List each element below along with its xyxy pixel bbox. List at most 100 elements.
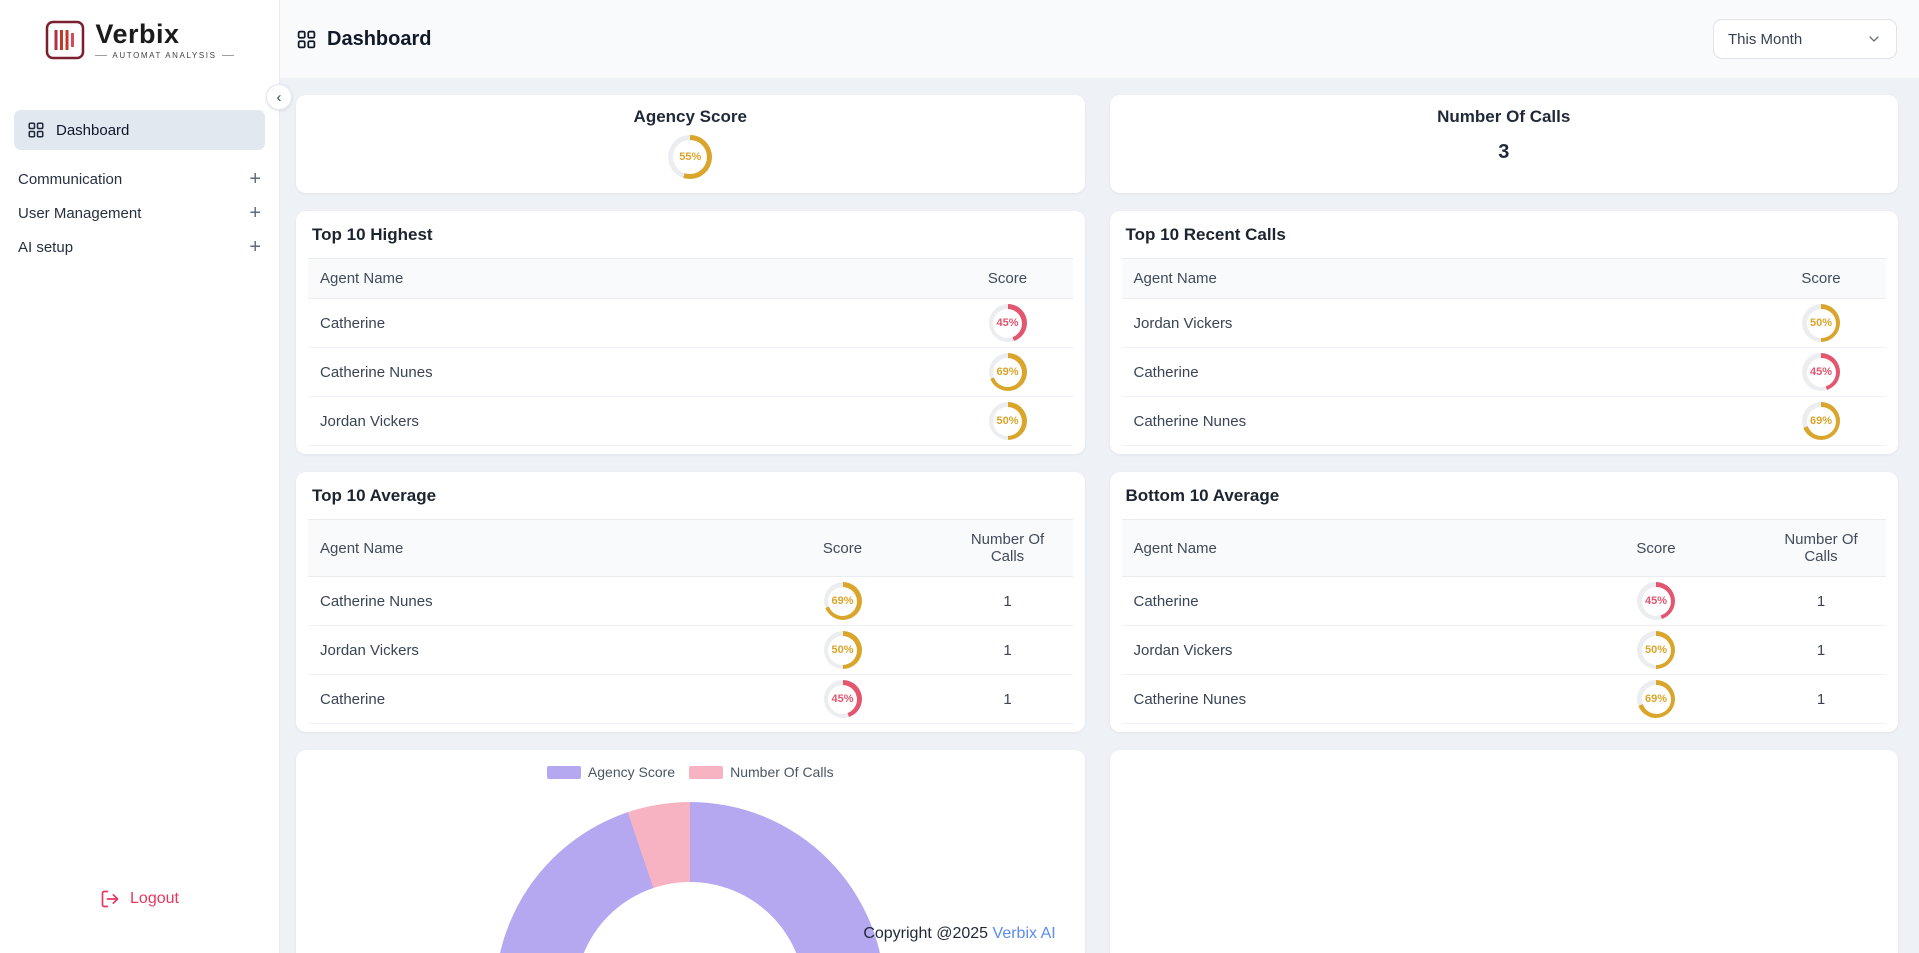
score-ring: 50% [823,631,862,669]
score-ring-value: 69% [1809,415,1833,427]
table-header-row: Agent Name Score [308,258,1073,299]
plus-icon[interactable]: + [249,168,261,190]
legend-swatch [546,765,581,779]
plus-icon[interactable]: + [249,202,261,224]
number-of-calls-value: 3 [1498,141,1510,163]
table-title: Top 10 Recent Calls [1125,225,1286,244]
score-ring-value: 45% [1809,366,1833,378]
score-ring-value: 50% [996,415,1019,427]
column-header-agent-name: Agent Name [308,519,743,577]
sidebar-item-label: Communication [18,170,123,188]
agent-name-cell: Jordan Vickers [1121,298,1756,348]
sidebar-item-dashboard[interactable]: Dashboard [14,110,265,150]
sidebar-item-user-management[interactable]: User Management + [0,196,279,230]
score-ring-value: 45% [1644,595,1668,607]
period-dropdown[interactable]: This Month [1713,19,1897,59]
agent-name-cell: Catherine Nunes [308,576,743,626]
bottom-10-average-table: Agent Name Score Number Of Calls Catheri… [1121,519,1886,724]
sidebar-item-label: Dashboard [56,121,130,139]
sidebar-item-ai-setup[interactable]: AI setup + [0,230,279,264]
top-10-average-table: Agent Name Score Number Of Calls Catheri… [308,519,1073,724]
top-10-recent-calls-card: Top 10 Recent Calls Agent Name Score Jor… [1109,211,1898,454]
top-10-highest-table: Agent Name Score Catherine 45% Catherine… [308,258,1073,446]
column-header-score: Score [742,519,943,577]
table-row: Jordan Vickers 50% [1121,298,1886,348]
sidebar-item-communication[interactable]: Communication + [0,162,279,196]
score-ring-value: 50% [1644,644,1668,656]
score-ring: 45% [823,680,862,718]
table-row: Jordan Vickers 50% 1 [308,625,1073,675]
agent-name-cell: Catherine [308,298,943,348]
grid-icon [297,30,316,48]
calls-cell: 1 [1756,625,1886,675]
calls-cell: 1 [942,674,1073,724]
verbix-ai-link[interactable]: Verbix AI [992,925,1056,942]
table-title: Top 10 Highest [312,225,433,244]
sidebar-nav: Dashboard Communication + User Managemen… [0,110,279,264]
chevron-down-icon [1869,36,1879,42]
table-title: Top 10 Average [312,486,437,505]
page-title: Dashboard [296,28,431,51]
score-ring: 69% [988,353,1027,391]
column-header-number-of-calls: Number Of Calls [942,519,1073,577]
topbar: Dashboard This Month [280,0,1919,78]
footer: Copyright @2025 Verbix AI [0,925,1919,943]
score-ring: 69% [1802,402,1840,440]
agent-name-cell: Catherine Nunes [1121,396,1756,446]
plus-icon[interactable]: + [249,236,261,258]
column-header-agent-name: Agent Name [1121,258,1756,299]
score-ring-value: 69% [1644,693,1668,705]
logout-button[interactable]: Logout [0,889,279,909]
table-row: Catherine 45% 1 [308,674,1073,724]
top-10-average-card: Top 10 Average Agent Name Score Number O… [296,472,1085,732]
score-ring-value: 69% [996,366,1019,378]
legend-label: Number Of Calls [730,764,834,780]
score-ring-value: 45% [831,693,854,705]
table-row: Catherine Nunes 69% [1121,396,1886,446]
period-dropdown-value: This Month [1728,30,1803,48]
legend-item-agency-score[interactable]: Agency Score [546,764,675,780]
brand-logo-icon [46,20,85,60]
agent-name-cell: Catherine Nunes [1121,674,1556,724]
column-header-score: Score [1556,519,1756,577]
score-ring-value: 50% [831,644,854,656]
copyright-text: Copyright @2025 [863,925,989,942]
column-header-agent-name: Agent Name [308,258,943,299]
sidebar-item-label: AI setup [18,238,74,256]
table-header-row: Agent Name Score [1121,258,1886,299]
agent-name-cell: Catherine [1121,347,1756,397]
agent-name-cell: Catherine [308,674,743,724]
agent-name-cell: Catherine Nunes [308,347,943,397]
agent-name-cell: Jordan Vickers [308,625,743,675]
sidebar-collapse-button[interactable]: ‹ [266,84,292,110]
score-ring: 69% [823,582,862,620]
score-ring: 50% [1637,631,1675,669]
bottom-10-average-card: Bottom 10 Average Agent Name Score Numbe… [1109,472,1898,732]
top-10-highest-card: Top 10 Highest Agent Name Score Catherin… [296,211,1085,454]
score-ring-value: 45% [996,317,1019,329]
calls-cell: 1 [942,576,1073,626]
sidebar: Verbix AUTOMAT ANALYSIS ‹ Dashboard Comm… [0,0,292,953]
table-row: Catherine Nunes 69% [308,347,1073,397]
score-ring: 50% [988,402,1027,440]
legend-swatch [689,765,724,779]
agent-name-cell: Catherine [1121,576,1556,626]
agency-score-card: Agency Score 55% [296,95,1085,193]
table-row: Catherine Nunes 69% 1 [308,576,1073,626]
brand-text: Verbix AUTOMAT ANALYSIS [95,20,233,60]
logout-label: Logout [130,890,179,907]
table-row: Catherine Nunes 69% 1 [1121,674,1886,724]
legend-item-number-of-calls[interactable]: Number Of Calls [689,764,834,780]
table-row: Catherine 45% [308,298,1073,348]
score-calls-chart-card: Agency Score Number Of Calls [296,750,1085,953]
table-row: Catherine 45% [1121,347,1886,397]
agent-name-cell: Jordan Vickers [1121,625,1556,675]
dashboard-grid: Agency Score 55% Number Of Calls 3 Top 1… [280,78,1919,953]
main-content: Dashboard This Month Agency Score 55% Nu… [280,0,1919,953]
agent-name-cell: Jordan Vickers [308,396,943,446]
sidebar-item-label: User Management [18,204,142,222]
calls-cell: 1 [1756,674,1886,724]
agency-score-gauge-value: 55% [679,151,702,163]
empty-card [1109,750,1898,953]
logout-icon [101,890,119,908]
